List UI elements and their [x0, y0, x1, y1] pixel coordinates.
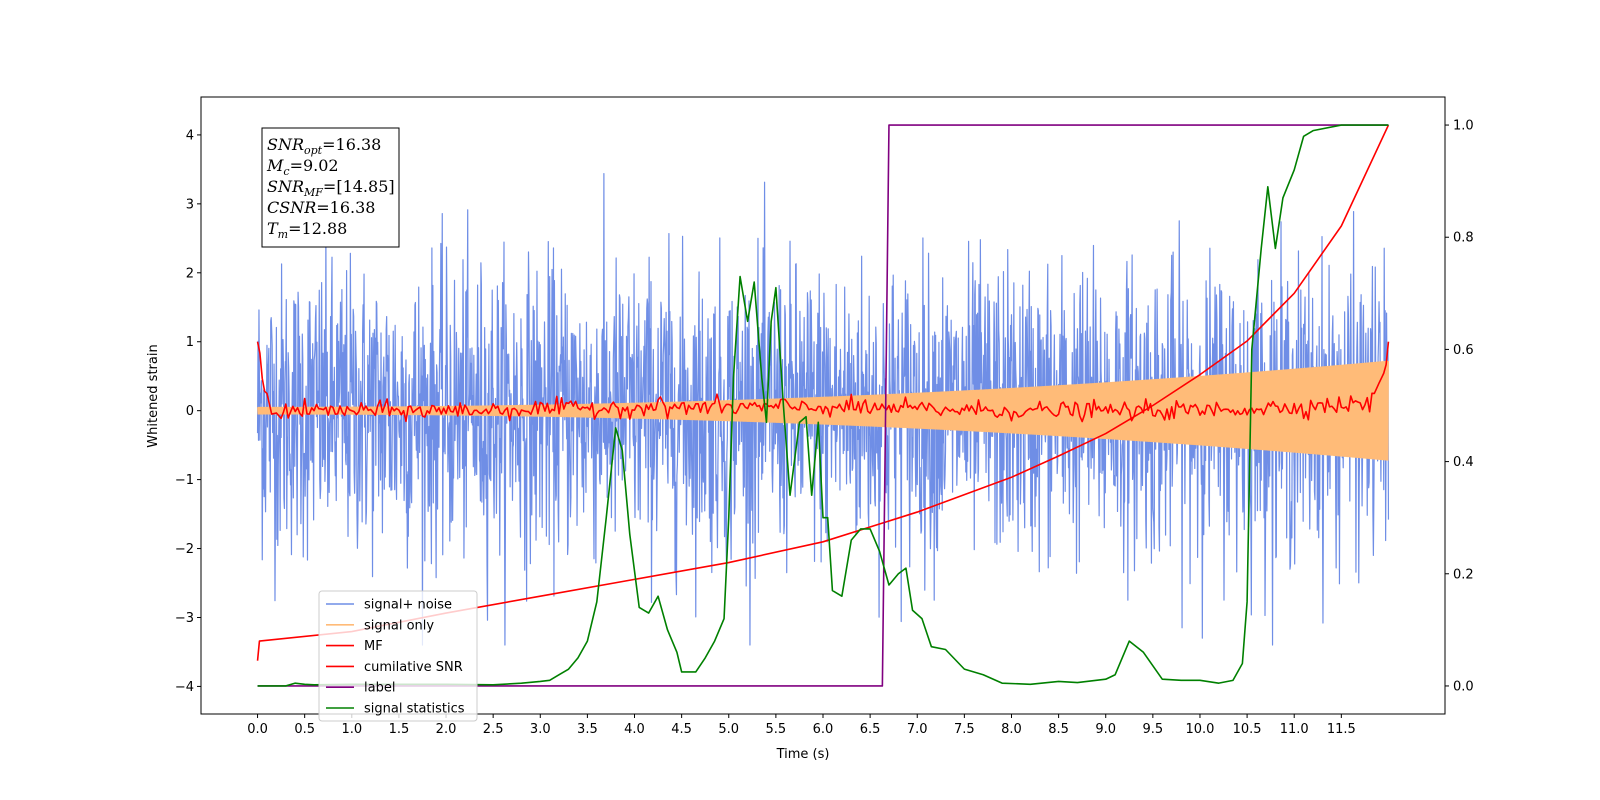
stats-line: SNRMF=[14.85]	[267, 177, 395, 199]
stats-line: SNRopt=16.38	[267, 135, 381, 157]
series-line-5	[257, 124, 1389, 687]
x-tick-label: 7.0	[907, 722, 928, 737]
x-tick-label: 1.5	[389, 722, 410, 737]
y2-tick-label: 0.8	[1453, 231, 1474, 246]
x-tick-label: 6.5	[860, 722, 881, 737]
y-tick-label: −1	[175, 473, 194, 488]
x-tick-label: 6.0	[813, 722, 834, 737]
y-tick-label: −2	[175, 542, 194, 557]
x-tick-label: 10.5	[1233, 722, 1262, 737]
x-tick-label: 2.0	[436, 722, 457, 737]
x-tick-label: 11.0	[1280, 722, 1309, 737]
x-tick-label: 0.5	[294, 722, 315, 737]
x-tick-label: 4.0	[624, 722, 645, 737]
stats-line: CSNR=16.38	[267, 198, 375, 217]
stats-line: Tm=12.88	[267, 219, 347, 241]
y-tick-label: 4	[186, 128, 194, 143]
axes: 0.0 0.5 1.0 1.5 2.0 2.5 3.0 3.5 4.0 4.5 5.0 5.5 6.0 6…	[175, 96, 1474, 737]
y2-tick-label: 0.0	[1453, 679, 1474, 694]
y2-tick-label: 0.6	[1453, 343, 1474, 358]
legend-label: signal+ noise	[364, 598, 452, 613]
x-tick-label: 11.5	[1327, 722, 1356, 737]
x-tick-label: 4.5	[671, 722, 692, 737]
x-tick-label: 9.0	[1095, 722, 1116, 737]
x-tick-label: 1.0	[341, 722, 362, 737]
stats-annotation-box: SNRopt=16.38Mc=9.02SNRMF=[14.85]CSNR=16.…	[261, 127, 400, 248]
series-line-1	[257, 360, 1389, 461]
legend: signal+ noise signal only MF cumilative SNR…	[318, 590, 478, 722]
x-tick-label: 0.0	[247, 722, 268, 737]
x-tick-label: 8.0	[1001, 722, 1022, 737]
y-tick-label: 0	[186, 404, 194, 419]
legend-frame	[318, 590, 478, 722]
x-tick-label: 3.0	[530, 722, 551, 737]
legend-label: MF	[364, 639, 383, 654]
x-tick-label: 8.5	[1048, 722, 1069, 737]
series-line-4	[257, 124, 1389, 687]
y-tick-label: 1	[186, 335, 194, 350]
y2-tick-label: 0.4	[1453, 455, 1474, 470]
x-tick-label: 7.5	[954, 722, 975, 737]
series-line-2	[256, 341, 1390, 423]
x-tick-label: 5.0	[718, 722, 739, 737]
legend-label: label	[364, 681, 395, 696]
legend-label: signal statistics	[364, 702, 465, 717]
x-tick-label: 5.5	[766, 722, 787, 737]
x-axis-label: Time (s)	[776, 747, 830, 762]
x-tick-label: 9.5	[1143, 722, 1164, 737]
y-axis-label: Whitened strain	[146, 344, 161, 447]
y2-tick-label: 1.0	[1453, 119, 1474, 134]
x-tick-label: 3.5	[577, 722, 598, 737]
y-tick-label: 2	[186, 266, 194, 281]
y-tick-label: 3	[186, 197, 194, 212]
x-tick-label: 2.5	[483, 722, 504, 737]
y2-tick-label: 0.2	[1453, 567, 1474, 582]
x-tick-label: 10.0	[1185, 722, 1214, 737]
y-tick-label: −4	[175, 680, 194, 695]
y-tick-label: −3	[175, 611, 194, 626]
legend-label: signal only	[364, 618, 434, 633]
stats-box-frame	[261, 127, 400, 248]
stats-line: Mc=9.02	[266, 156, 339, 178]
legend-label: cumilative SNR	[364, 660, 463, 675]
